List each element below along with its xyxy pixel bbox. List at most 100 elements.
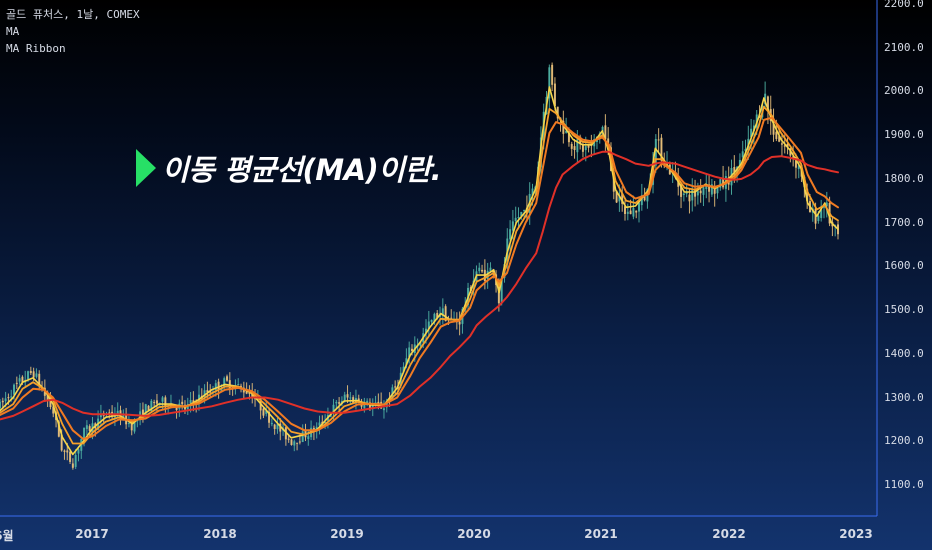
candle-body (702, 187, 705, 195)
candle-body (419, 342, 422, 346)
candle-body (444, 306, 447, 322)
candle-body (273, 424, 276, 430)
candle-body (489, 267, 492, 272)
candle-body (638, 202, 641, 212)
time-tick-label: 2018 (203, 527, 237, 541)
candle-body (270, 422, 273, 425)
candle-body (27, 371, 30, 380)
candle-body (497, 286, 500, 304)
candle-body (153, 402, 156, 404)
candle-body (797, 165, 800, 170)
candle-body (298, 441, 301, 443)
candle-body (794, 156, 797, 168)
candle-body (573, 146, 576, 151)
legend-symbol[interactable]: 골드 퓨처스, 1날, COMEX (6, 8, 140, 21)
candle-body (60, 434, 63, 451)
candle-body (324, 421, 327, 423)
candle-body (296, 442, 299, 444)
candle-body (517, 217, 520, 219)
candle-body (817, 215, 820, 222)
candle-body (164, 397, 167, 408)
candle-body (581, 144, 584, 152)
candle-body (699, 190, 702, 194)
price-tick-label: 1900.0 (884, 128, 924, 142)
candle-body (576, 139, 579, 153)
candle-body (410, 348, 413, 351)
candle-body (708, 184, 711, 192)
price-tick-label: 1100.0 (884, 478, 924, 491)
candle-body (265, 410, 268, 414)
time-tick-label: 2022 (712, 527, 746, 541)
candle-body (108, 412, 111, 414)
candle-body (764, 93, 767, 105)
candle-body (806, 188, 809, 202)
candle-body (733, 166, 736, 174)
candle-body (343, 394, 346, 401)
candle-body (587, 143, 590, 148)
candle-body (32, 371, 35, 378)
candle-body (237, 383, 240, 385)
candle-body (553, 83, 556, 107)
candle-body (349, 397, 352, 399)
candle-body (615, 190, 618, 203)
candle-body (130, 422, 133, 431)
candle-body (425, 328, 428, 334)
price-tick-label: 1300.0 (884, 390, 924, 404)
candle-body (214, 383, 217, 391)
candle-body (430, 319, 433, 322)
candle-body (371, 405, 374, 409)
candle-body (618, 195, 621, 202)
candle-body (88, 426, 91, 431)
ma-slow-line (0, 116, 839, 441)
candle-body (290, 439, 293, 445)
candle-body (262, 408, 265, 416)
candle-body (696, 191, 699, 196)
candle-body (15, 382, 18, 384)
candle-body (83, 427, 86, 439)
candle-body (189, 400, 192, 404)
candle-body (335, 401, 338, 404)
legend-ma[interactable]: MA (6, 25, 20, 38)
candle-body (584, 146, 587, 151)
candle-body (691, 190, 694, 201)
candle-body (192, 400, 195, 402)
candle-body (565, 130, 568, 133)
candle-body (276, 424, 279, 430)
ma-long-line (0, 150, 839, 421)
candle-body (155, 400, 158, 404)
candle-body (217, 381, 220, 390)
candle-body (21, 376, 24, 383)
candle-body (66, 450, 69, 453)
candle-body (500, 278, 503, 303)
candle-body (766, 96, 769, 112)
candle-body (778, 136, 781, 142)
candle-body (719, 179, 722, 188)
candle-body (150, 400, 153, 411)
candle-body (458, 321, 461, 325)
candle-body (688, 194, 691, 202)
candle-body (203, 390, 206, 397)
candle-body (293, 441, 296, 446)
candle-body (366, 400, 369, 404)
candle-body (450, 317, 453, 319)
candle-body (405, 358, 408, 366)
candle-body (441, 308, 444, 316)
candle-body (35, 373, 38, 377)
ma-mid-line (0, 105, 839, 445)
time-tick-label: 2023 (839, 527, 873, 541)
legend-ma-ribbon[interactable]: MA Ribbon (6, 42, 66, 55)
candle-body (144, 404, 147, 417)
candle-body (85, 425, 88, 429)
candle-body (604, 125, 607, 140)
candle-body (548, 67, 551, 99)
candle-body (318, 422, 321, 426)
candle-body (643, 196, 646, 201)
candle-body (77, 449, 80, 454)
candle-body (626, 211, 629, 214)
candle-body (368, 402, 371, 410)
candle-body (10, 396, 13, 398)
candle-body (52, 406, 55, 414)
candle-body (433, 313, 436, 323)
